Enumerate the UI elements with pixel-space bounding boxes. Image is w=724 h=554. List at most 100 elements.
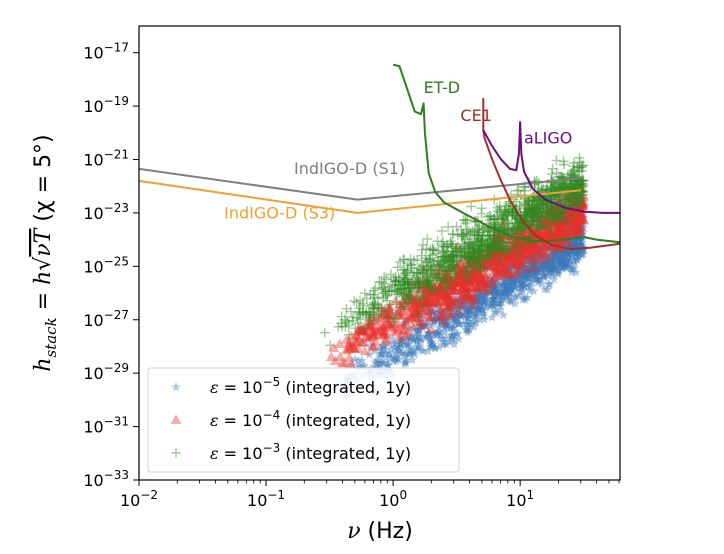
scatter-point (439, 241, 450, 252)
scatter-point (334, 338, 346, 348)
scatter-point (443, 317, 453, 327)
scatter-point (552, 264, 562, 274)
scatter-point (556, 195, 568, 205)
scatter-point (562, 195, 573, 206)
scatter-point (432, 272, 443, 283)
scatter-point (559, 261, 569, 271)
scatter-point (401, 268, 412, 279)
scatter-point (529, 260, 540, 270)
scatter-point (558, 244, 569, 254)
x-axis-ticks: 10−2 10−1 100 101 (120, 480, 620, 510)
scatter-point (476, 295, 487, 305)
scatter-point (530, 249, 540, 259)
scatter-point (432, 255, 443, 266)
scatter-point (557, 214, 569, 225)
scatter-point (405, 296, 417, 307)
scatter-point (494, 204, 505, 215)
scatter-point (458, 229, 469, 240)
scatter-point (573, 214, 585, 225)
scatter-point (529, 254, 539, 264)
scatter-point (544, 252, 555, 262)
scatter-point (431, 298, 443, 309)
scatter-point (542, 251, 554, 262)
scatter-point (482, 276, 493, 286)
scatter-point (437, 275, 448, 286)
scatter-point (466, 302, 477, 312)
scatter-point (571, 249, 582, 258)
scatter-point (453, 277, 465, 287)
scatter-point (562, 210, 574, 220)
scatter-point (553, 229, 565, 240)
scatter-point (527, 215, 538, 226)
scatter-point (474, 262, 485, 273)
scatter-point (442, 301, 454, 312)
scatter-point (534, 221, 546, 231)
legend-marker-plus-icon (171, 448, 181, 458)
scatter-point (531, 176, 542, 187)
scatter-point (563, 252, 573, 262)
scatter-point (482, 240, 493, 251)
scatter-point (544, 228, 556, 238)
scatter-point (489, 230, 500, 241)
scatter-point (455, 244, 466, 255)
scatter-point (566, 206, 578, 217)
scatter-point (407, 270, 418, 281)
scatter-point (420, 282, 431, 293)
scatter-point (479, 284, 491, 295)
scatter-point (543, 211, 555, 221)
scatter-point (546, 216, 558, 226)
scatter-point (548, 263, 559, 273)
scatter-point (576, 249, 586, 259)
scatter-point (513, 235, 524, 246)
scatter-point (577, 178, 588, 189)
scatter-point (559, 172, 570, 183)
scatter-point (466, 280, 478, 291)
scatter-point (556, 203, 568, 213)
scatter-point (448, 296, 458, 306)
scatter-point (525, 240, 537, 250)
scatter-point (456, 265, 468, 275)
scatter-point (474, 283, 484, 292)
scatter-point (524, 253, 534, 263)
scatter-point (471, 260, 483, 271)
scatter-point (517, 224, 529, 235)
scatter-point (462, 327, 473, 337)
scatter-point (410, 297, 422, 308)
scatter-point (538, 199, 549, 210)
scatter-point (518, 242, 530, 253)
scatter-point (396, 335, 407, 345)
scatter-point (399, 279, 410, 290)
scatter-point (425, 301, 435, 311)
scatter-point (543, 203, 555, 214)
scatter-point (457, 301, 468, 311)
scatter-point (434, 261, 446, 272)
scatter-point (562, 207, 574, 217)
scatter-point (351, 336, 363, 346)
scatter-point (415, 332, 425, 342)
scatter-point (494, 271, 505, 281)
scatter-point (495, 279, 505, 289)
scatter-point (378, 340, 389, 350)
scatter-point (384, 286, 395, 297)
scatter-point (463, 298, 473, 308)
scatter-point (469, 258, 481, 268)
scatter-point (537, 261, 548, 271)
scatter-point (518, 243, 530, 253)
scatter-point (463, 318, 473, 328)
scatter-point (512, 218, 523, 229)
scatter-point (388, 316, 399, 327)
scatter-point (448, 292, 460, 302)
scatter-point (407, 294, 419, 305)
scatter-point (484, 252, 495, 263)
scatter-point (577, 214, 587, 224)
scatter-point (573, 227, 583, 237)
scatter-point (490, 291, 501, 301)
scatter-point (552, 222, 564, 233)
scatter-point (508, 273, 518, 283)
scatter-point (562, 261, 572, 271)
scatter-point (492, 232, 504, 242)
scatter-point (441, 283, 453, 293)
scatter-point (364, 322, 376, 332)
scatter-point (571, 220, 582, 230)
scatter-point (355, 314, 366, 325)
